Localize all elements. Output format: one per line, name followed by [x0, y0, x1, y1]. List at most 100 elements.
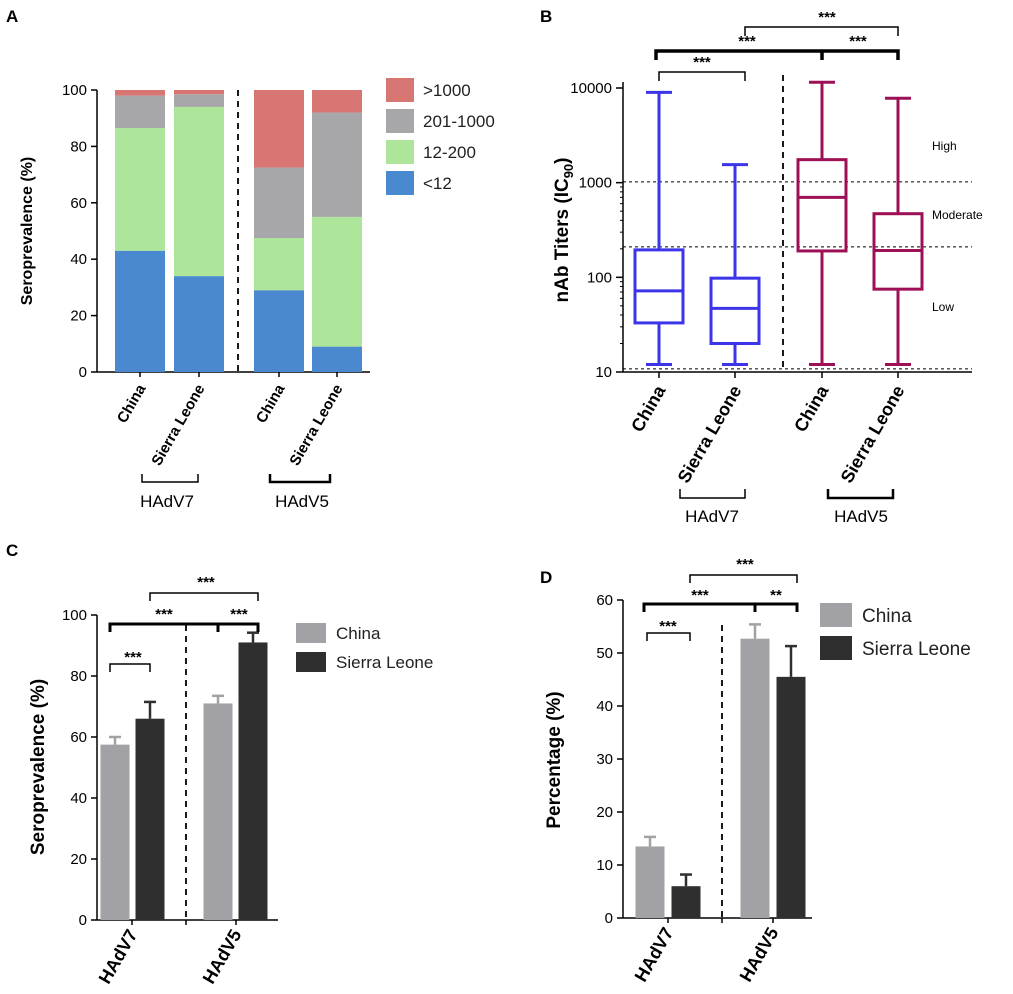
stacked-bar-segment — [115, 128, 165, 251]
panel-letter-a: A — [6, 7, 18, 26]
bar — [671, 886, 701, 918]
y-tick-label: 100 — [587, 269, 612, 286]
x-category-label: China — [253, 381, 289, 426]
x-category-label: HAdV7 — [631, 924, 678, 985]
y-tick-label: 10 — [595, 364, 612, 381]
stacked-bar-segment — [312, 346, 362, 372]
x-category-label: China — [114, 381, 150, 426]
y-tick-label: 20 — [70, 851, 87, 868]
significance-label: *** — [691, 587, 709, 604]
stacked-bar-segment — [254, 167, 304, 239]
y-tick-label: 80 — [70, 668, 87, 685]
legend-swatch — [386, 78, 414, 102]
y-tick-label: 0 — [79, 912, 87, 929]
y-axis-title-end: ) — [552, 157, 573, 163]
x-category-label: HAdV5 — [736, 924, 783, 985]
stacked-bar-segment — [115, 90, 165, 96]
y-tick-label: 100 — [62, 82, 87, 99]
legend-swatch — [820, 636, 852, 660]
region-label: High — [932, 139, 957, 153]
stacked-bar-segment — [174, 276, 224, 372]
significance-label: *** — [818, 9, 836, 26]
region-label: Moderate — [932, 208, 983, 222]
bar — [135, 718, 165, 920]
group-label: HAdV7 — [685, 507, 739, 526]
y-tick-label: 100 — [62, 607, 87, 624]
x-category-label: Sierra Leone — [837, 382, 909, 486]
legend-label: Sierra Leone — [336, 653, 433, 672]
x-category-label: HAdV7 — [95, 926, 142, 987]
legend-label: China — [336, 624, 381, 643]
y-tick-label: 40 — [70, 790, 87, 807]
significance-label: *** — [230, 606, 248, 623]
significance-bracket — [149, 592, 259, 601]
panel-letter-c: C — [6, 541, 18, 560]
significance-bracket — [689, 574, 798, 583]
x-category-label: China — [627, 381, 670, 435]
significance-label: *** — [659, 618, 677, 635]
y-tick-label: 80 — [70, 138, 87, 155]
significance-bracket — [744, 26, 899, 36]
stacked-bar-segment — [254, 90, 304, 168]
stacked-bar-segment — [115, 250, 165, 372]
y-tick-label: 60 — [596, 592, 613, 609]
legend-label: >1000 — [423, 81, 471, 100]
legend-swatch — [386, 140, 414, 164]
box-iqr — [709, 276, 761, 346]
group-bracket — [679, 489, 746, 499]
y-tick-label: 20 — [70, 308, 87, 325]
y-tick-label: 1000 — [579, 175, 612, 192]
bar — [776, 676, 806, 918]
x-category-label: China — [790, 381, 833, 435]
group-label: HAdV5 — [834, 507, 888, 526]
stacked-bar-segment — [174, 94, 224, 107]
significance-label: *** — [124, 649, 142, 666]
y-tick-label: 10 — [596, 857, 613, 874]
significance-label: *** — [155, 606, 173, 623]
legend-label: 201-1000 — [423, 112, 495, 131]
bar — [635, 846, 665, 918]
significance-bracket — [109, 663, 151, 672]
y-axis-title: nAb Titers (IC90) — [552, 157, 576, 302]
stacked-bar-segment — [312, 90, 362, 113]
box-iqr — [633, 248, 685, 325]
y-axis-title: Seroprevalence (%) — [19, 157, 36, 306]
legend-label: <12 — [423, 174, 452, 193]
y-tick-label: 40 — [596, 698, 613, 715]
region-label: Low — [932, 300, 954, 314]
panel-letter-b: B — [540, 7, 552, 26]
x-category-label: Sierra Leone — [286, 382, 346, 469]
panel-letter-d: D — [540, 568, 552, 587]
y-tick-label: 40 — [70, 251, 87, 268]
y-tick-label: 60 — [70, 195, 87, 212]
significance-label: ** — [770, 587, 782, 604]
box-iqr — [796, 158, 848, 253]
significance-label: *** — [738, 33, 756, 50]
significance-label: *** — [849, 33, 867, 50]
y-tick-label: 10000 — [570, 80, 612, 97]
stacked-bar-segment — [174, 90, 224, 95]
y-tick-label: 0 — [79, 364, 87, 381]
bar — [238, 642, 268, 920]
y-tick-label: 20 — [596, 804, 613, 821]
significance-bracket — [658, 71, 746, 81]
group-bracket — [826, 489, 895, 500]
legend-swatch — [820, 603, 852, 627]
stacked-bar-segment — [115, 95, 165, 129]
legend-swatch — [386, 109, 414, 133]
panel-b-box-plot: 10 100 1000 10000 nAb Titers (IC90) High Moder… — [552, 9, 983, 526]
stacked-bar-segment — [312, 112, 362, 217]
significance-label: *** — [197, 574, 215, 591]
group-bracket — [141, 474, 199, 483]
legend-label: Sierra Leone — [862, 639, 971, 660]
y-tick-label: 50 — [596, 645, 613, 662]
legend-label: 12-200 — [423, 143, 476, 162]
panel-c-bar-chart: 0 20 40 60 80 100 Seroprevalence (%) HAdV7 HAdV5… — [28, 574, 433, 987]
x-category-label: Sierra Leone — [148, 382, 208, 469]
y-axis-title-subscript: 90 — [561, 164, 576, 178]
significance-label: *** — [693, 54, 711, 71]
y-axis-title: Percentage (%) — [544, 691, 565, 828]
x-category-label: HAdV5 — [199, 926, 246, 987]
